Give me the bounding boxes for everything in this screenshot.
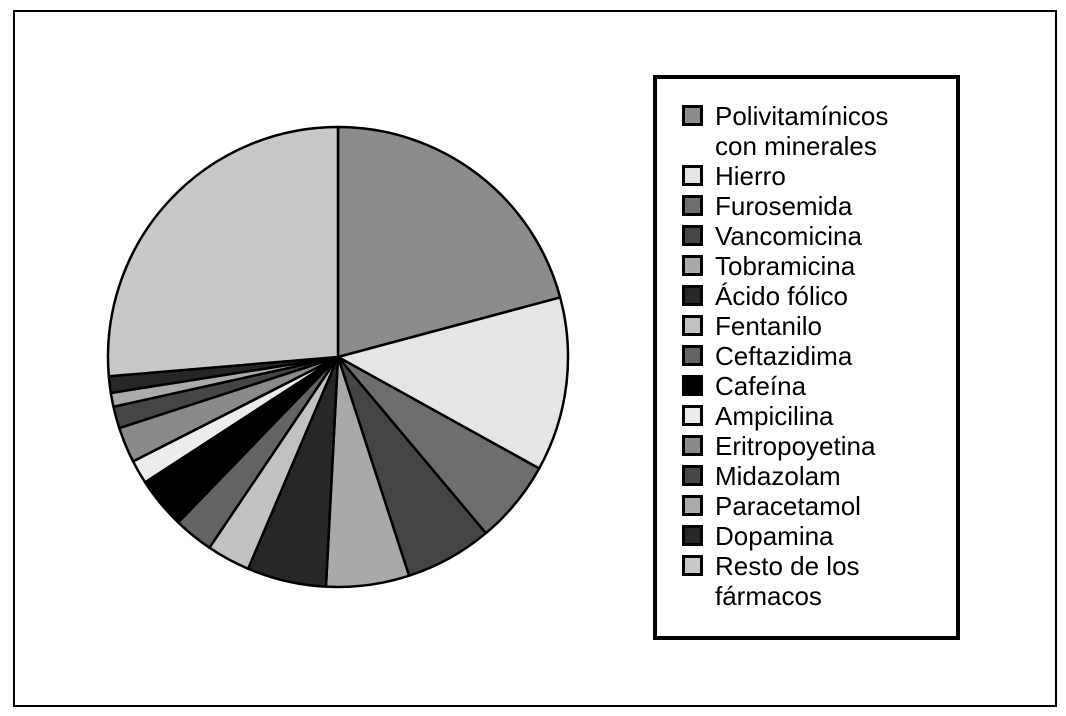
legend-item: Ceftazidima bbox=[682, 341, 950, 371]
legend-swatch-icon bbox=[682, 555, 703, 576]
legend-swatch-icon bbox=[682, 165, 703, 186]
legend-swatch-icon bbox=[682, 525, 703, 546]
legend-label: Vancomicina bbox=[715, 221, 862, 251]
legend-label: Fentanilo bbox=[715, 311, 822, 341]
legend-swatch-icon bbox=[682, 285, 703, 306]
legend-swatch-icon bbox=[682, 375, 703, 396]
legend-swatch-icon bbox=[682, 255, 703, 276]
legend-item: Ácido fólico bbox=[682, 281, 950, 311]
legend-swatch-icon bbox=[682, 105, 703, 126]
legend-swatch-icon bbox=[682, 435, 703, 456]
legend-box: Polivitamínicos con minerales Hierro Fur… bbox=[653, 75, 960, 640]
legend-swatch-icon bbox=[682, 495, 703, 516]
legend-swatch-icon bbox=[682, 465, 703, 486]
legend-item: Midazolam bbox=[682, 461, 950, 491]
pie-slice bbox=[106, 125, 340, 378]
pie-slice bbox=[336, 296, 570, 470]
legend-label: Paracetamol bbox=[715, 491, 861, 521]
legend-swatch-icon bbox=[682, 195, 703, 216]
legend-item: Fentanilo bbox=[682, 311, 950, 341]
pie-slice bbox=[336, 125, 562, 359]
legend-label: Furosemida bbox=[715, 191, 853, 221]
legend-label: Dopamina bbox=[715, 521, 834, 551]
legend-label: Midazolam bbox=[715, 461, 841, 491]
legend-label: Cafeína bbox=[715, 371, 807, 401]
legend-item: Cafeína bbox=[682, 371, 950, 401]
legend-item: Vancomicina bbox=[682, 221, 950, 251]
legend-item: Tobramicina bbox=[682, 251, 950, 281]
legend-item: Hierro bbox=[682, 161, 950, 191]
legend-item: Dopamina bbox=[682, 521, 950, 551]
legend-item: Polivitamínicos con minerales bbox=[682, 101, 950, 161]
legend-label: Resto de los fármacos bbox=[715, 551, 860, 611]
legend-label: Tobramicina bbox=[715, 251, 856, 281]
legend-item: Ampicilina bbox=[682, 401, 950, 431]
legend-label: Polivitamínicos con minerales bbox=[715, 101, 889, 161]
legend-swatch-icon bbox=[682, 405, 703, 426]
legend-swatch-icon bbox=[682, 315, 703, 336]
legend-label: Ampicilina bbox=[715, 401, 834, 431]
legend-label: Eritropoyetina bbox=[715, 431, 876, 461]
legend-item: Eritropoyetina bbox=[682, 431, 950, 461]
legend-swatch-icon bbox=[682, 225, 703, 246]
pie-chart bbox=[106, 125, 570, 589]
legend-label: Ácido fólico bbox=[715, 281, 848, 311]
legend-swatch-icon bbox=[682, 345, 703, 366]
legend-label: Ceftazidima bbox=[715, 341, 853, 371]
legend-label: Hierro bbox=[715, 161, 786, 191]
legend-item: Furosemida bbox=[682, 191, 950, 221]
legend-item: Resto de los fármacos bbox=[682, 551, 950, 611]
legend-item: Paracetamol bbox=[682, 491, 950, 521]
